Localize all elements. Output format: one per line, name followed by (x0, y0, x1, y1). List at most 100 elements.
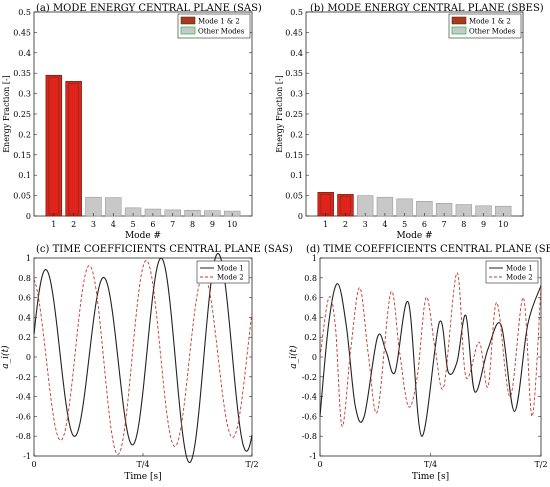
x-tick-label: 3 (363, 220, 368, 229)
y-tick-label: 0.45 (13, 28, 31, 37)
x-tick-label: 0 (317, 460, 322, 469)
x-tick-label: 1 (323, 220, 328, 229)
bar-mode-1 (317, 192, 334, 217)
legend: Mode 1 & 2 Other Modes (177, 13, 251, 39)
y-tick-label: 0.15 (285, 151, 303, 160)
x-tick-label: T/4 (136, 460, 149, 469)
y-tick-label: 0.4 (18, 313, 31, 322)
x-tick-label: 4 (111, 220, 116, 229)
legend-label: Mode 1 & 2 (469, 18, 511, 26)
legend-label: Other Modes (198, 28, 245, 36)
y-axis-label: Energy Fraction [-] (275, 75, 284, 153)
y-tick-label: 0.3 (290, 90, 303, 99)
x-tick-label: 2 (343, 220, 348, 229)
legend-swatch-other-modes (451, 26, 467, 35)
x-tick-label: 9 (210, 220, 215, 229)
y-tick-label: 0.25 (13, 110, 31, 119)
x-tick-label: 6 (422, 220, 427, 229)
legend-swatch-mode-1-2 (180, 16, 196, 25)
y-tick-label: 0.2 (18, 333, 31, 342)
y-tick-label: 1 (26, 254, 31, 263)
y-tick-label: 0.8 (304, 274, 317, 283)
x-tick-label: T/2 (245, 460, 258, 469)
x-tick-label: 10 (227, 220, 237, 229)
y-tick-label: 0.6 (304, 294, 317, 303)
chart-title: (a) MODE ENERGY CENTRAL PLANE (SAS) (36, 3, 262, 14)
y-tick-label: -0.2 (302, 373, 317, 382)
y-tick-label: 0.35 (285, 69, 303, 78)
y-tick-label: 0.1 (290, 171, 303, 180)
y-axis-label: a_i(t) (288, 345, 299, 369)
chart-title: (c) TIME COEFFICIENTS CENTRAL PLANE (SAS… (36, 244, 293, 255)
y-tick-label: -0.6 (16, 412, 31, 421)
x-tick-label: 7 (170, 220, 175, 229)
legend-label: Mode 1 (217, 265, 244, 273)
legend-swatch-mode-1-2 (451, 16, 467, 25)
x-axis-label: Time [s] (412, 472, 449, 482)
y-tick-label: 0.2 (304, 333, 317, 342)
y-tick-label: 0.3 (18, 90, 31, 99)
legend: Mode 1 & 2 Other Modes (448, 13, 522, 39)
y-tick-label: 0.5 (290, 8, 303, 17)
x-axis-label: Mode # (125, 231, 161, 241)
y-tick-label: 0 (312, 353, 317, 362)
y-axis-label: a_i(t) (0, 345, 11, 369)
y-tick-label: -0.6 (302, 412, 317, 421)
y-tick-label: 1 (312, 254, 317, 263)
y-axis-label: Energy Fraction [-] (2, 75, 11, 153)
y-tick-label: 0.6 (18, 294, 31, 303)
bar-chart-panel-b: (b) MODE ENERGY CENTRAL PLANE (SBES) 0 0.0… (275, 3, 544, 241)
legend-swatch-other-modes (180, 26, 196, 35)
x-tick-label: 8 (190, 220, 195, 229)
bar-chart-panel-a: (a) MODE ENERGY CENTRAL PLANE (SAS) 0 0.05… (2, 3, 262, 241)
y-tick-label: 0.4 (304, 313, 317, 322)
y-tick-label: 0 (26, 353, 31, 362)
x-tick-label: T/4 (424, 460, 437, 469)
y-tick-label: 0.4 (18, 49, 31, 58)
chart-title: (b) MODE ENERGY CENTRAL PLANE (SBES) (310, 3, 544, 14)
line-chart-panel-c: (c) TIME COEFFICIENTS CENTRAL PLANE (SAS… (0, 244, 293, 482)
y-tick-label: 0.45 (285, 28, 303, 37)
y-tick-label: -0.4 (302, 393, 317, 402)
x-tick-label: 0 (31, 460, 36, 469)
y-tick-label: 0.5 (18, 8, 31, 17)
x-axis-label: Time [s] (124, 472, 161, 482)
y-tick-label: -0.8 (16, 432, 31, 441)
y-tick-label: -1 (23, 452, 31, 461)
series-line-mode-1 (319, 283, 542, 437)
x-tick-label: 8 (461, 220, 466, 229)
y-tick-label: -1 (309, 452, 317, 461)
x-axis-label: Mode # (396, 231, 432, 241)
legend-label: Mode 1 (506, 265, 533, 273)
legend-label: Other Modes (469, 28, 516, 36)
legend-label: Mode 1 & 2 (198, 18, 240, 26)
series-line-mode-2 (319, 272, 542, 427)
y-tick-label: 0.25 (285, 110, 303, 119)
bar-other-mode-3 (356, 195, 374, 217)
bar-mode-2 (65, 81, 82, 217)
x-tick-label: 1 (51, 220, 56, 229)
x-tick-label: 5 (402, 220, 407, 229)
y-tick-label: -0.2 (16, 373, 31, 382)
legend-label: Mode 2 (506, 274, 533, 282)
y-tick-label: -0.4 (16, 393, 31, 402)
legend-label: Mode 2 (217, 274, 244, 282)
y-tick-label: 0.2 (18, 130, 31, 139)
y-tick-label: 0.05 (13, 192, 31, 201)
y-tick-label: 0.8 (18, 274, 31, 283)
x-tick-label: 6 (150, 220, 155, 229)
series-line-mode-1 (33, 252, 253, 464)
line-chart-panel-d: (d) TIME COEFFICIENTS CENTRAL PLANE (SBE… (288, 244, 550, 482)
y-tick-label: 0.1 (18, 171, 31, 180)
series-line-mode-2 (33, 259, 253, 455)
y-tick-label: 0.2 (290, 130, 303, 139)
x-tick-label: 3 (91, 220, 96, 229)
x-tick-label: 9 (481, 220, 486, 229)
x-tick-label: 5 (131, 220, 136, 229)
x-tick-label: 7 (442, 220, 447, 229)
bar-mode-2 (337, 194, 354, 217)
